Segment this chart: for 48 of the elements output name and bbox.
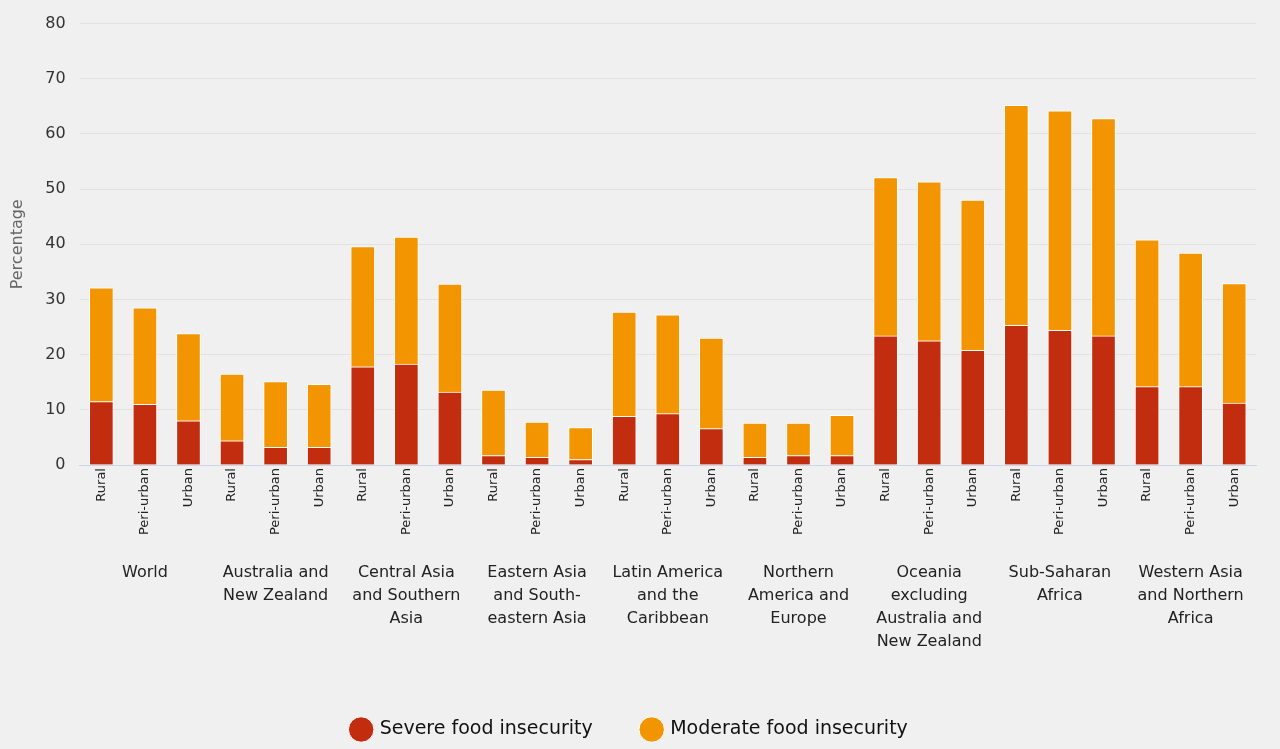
y-tick-label: 70	[45, 67, 66, 87]
x-tick-label: Urban	[310, 468, 326, 508]
x-tick-label: Rural	[223, 468, 239, 502]
x-tick-label: Peri-urban	[1051, 468, 1067, 536]
text: World	[121, 562, 168, 582]
text: Eastern Asia and South-eastern Asia	[487, 562, 587, 628]
y-tick-label: 60	[45, 123, 66, 143]
text: Central Asia and Southern Asia	[352, 562, 461, 628]
text: Oceania excluding Australia and New Zealand	[876, 562, 983, 651]
x-tick-label: Peri-urban	[136, 468, 152, 536]
x-tick-label: Peri-urban	[1182, 468, 1198, 536]
x-tick-label: Rural	[877, 468, 893, 502]
x-tick-label: Urban	[1094, 468, 1110, 508]
legend-label: Moderate food insecurity	[670, 716, 908, 739]
x-tick-label: Rural	[484, 468, 500, 502]
text: Northern America and Europe	[747, 562, 850, 628]
x-tick-label: Peri-urban	[267, 468, 283, 536]
x-tick-label: Urban	[441, 468, 457, 508]
x-tick-label: Peri-urban	[789, 468, 805, 536]
text: Western Asia and Northern Africa	[1137, 562, 1244, 628]
y-axis-title: Percentage	[6, 199, 26, 290]
x-tick-label: Peri-urban	[528, 468, 544, 536]
x-tick-label: Rural	[1138, 468, 1154, 502]
x-tick-label: Urban	[572, 468, 588, 508]
x-tick-label: Rural	[746, 468, 762, 502]
y-tick-label: 0	[55, 454, 66, 474]
y-tick-label: 20	[45, 343, 66, 363]
x-tick-label: Rural	[1007, 468, 1023, 502]
x-tick-label: Urban	[964, 468, 980, 508]
x-tick-label: Rural	[354, 468, 370, 502]
y-tick-label: 10	[45, 398, 66, 418]
x-tick-label: Rural	[615, 468, 631, 502]
x-tick-label: Peri-urban	[659, 468, 675, 536]
y-tick-label: 40	[45, 233, 66, 253]
x-tick-label: Urban	[1225, 468, 1241, 508]
x-tick-label: Urban	[833, 468, 849, 508]
x-tick-label: Urban	[702, 468, 718, 508]
x-tick-label: Peri-urban	[920, 468, 936, 536]
y-tick-label: 30	[45, 288, 66, 308]
y-tick-label: 50	[45, 178, 66, 198]
text: Latin America and the Caribbean	[612, 562, 724, 628]
text: Australia and New Zealand	[222, 562, 329, 605]
x-tick-label: Peri-urban	[397, 468, 413, 536]
x-tick-label: Urban	[179, 468, 195, 508]
legend-label: Severe food insecurity	[379, 716, 593, 739]
y-tick-label: 80	[45, 12, 66, 32]
x-tick-label: Rural	[92, 468, 108, 502]
text: Sub-Saharan Africa	[1008, 562, 1112, 605]
